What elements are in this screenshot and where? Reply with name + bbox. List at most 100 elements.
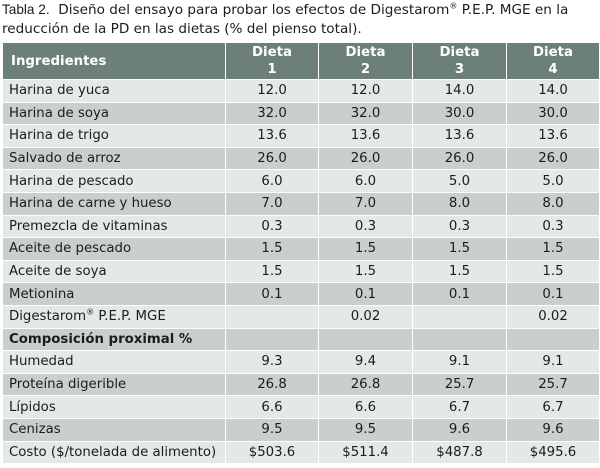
empty-cell [412,327,507,352]
diet-word: Dieta [252,45,292,60]
empty-cell [318,327,413,352]
cell-value: 6.0 [318,169,413,193]
cell-value: 0.1 [318,282,413,306]
row-label: Digestarom® P.E.P. MGE [2,304,226,329]
cell-value: 26.8 [318,372,413,397]
row-label: Harina de yuca [2,79,226,103]
cell-value: 8.0 [412,191,507,216]
cell-value: 30.0 [506,101,600,126]
table-row: Digestarom® P.E.P. MGE 0.02 0.02 [2,304,600,329]
table-row: Proteína digerible 26.8 26.8 25.7 25.7 [2,372,600,397]
cell-value: 26.8 [225,372,319,397]
row-label: Lípidos [2,395,226,419]
cell-value: 1.5 [225,237,319,261]
table-row: Aceite de soya 1.5 1.5 1.5 1.5 [2,259,600,284]
header-diet-4: Dieta 4 [506,42,600,80]
row-label: Costo ($/tonelada de alimento) [2,440,226,465]
cell-value: 9.5 [225,417,319,442]
cell-value: 26.0 [225,146,319,171]
cell-value: 6.6 [318,395,413,419]
cell-value: 0.3 [412,214,507,239]
row-label: Harina de trigo [2,124,226,148]
row-label: Aceite de pescado [2,237,226,261]
caption-text: Diseño del ensayo para probar los efecto… [2,1,569,37]
section-title: Composición proximal % [2,327,226,352]
header-diet-2: Dieta 2 [318,42,413,80]
table-row: Harina de soya 32.0 32.0 30.0 30.0 [2,101,600,126]
diet-number: 3 [454,62,465,77]
cell-value: $511.4 [318,440,413,465]
cell-value: 25.7 [412,372,507,397]
cell-value: 7.0 [318,191,413,216]
row-label: Salvado de arroz [2,146,226,171]
cell-value: $495.6 [506,440,600,465]
cell-value: 6.6 [225,395,319,419]
cell-value: 9.5 [318,417,413,442]
cell-value: 14.0 [412,79,507,103]
cell-value: 13.6 [412,124,507,148]
table-row: Metionina 0.1 0.1 0.1 0.1 [2,282,600,306]
table-row: Cenizas 9.5 9.5 9.6 9.6 [2,417,600,442]
table-row: Harina de pescado 6.0 6.0 5.0 5.0 [2,169,600,193]
cell-value: 6.7 [412,395,507,419]
cell-value: 6.7 [506,395,600,419]
cell-value: 13.6 [506,124,600,148]
row-label: Cenizas [2,417,226,442]
cell-value [412,304,507,329]
row-label: Harina de pescado [2,169,226,193]
cell-value: $503.6 [225,440,319,465]
cell-value: 0.02 [318,304,413,329]
diet-word: Dieta [533,45,573,60]
cell-value: 13.6 [225,124,319,148]
cell-value: 9.4 [318,350,413,374]
cell-value: 1.5 [412,237,507,261]
cell-value: 30.0 [412,101,507,126]
table-row: Salvado de arroz 26.0 26.0 26.0 26.0 [2,146,600,171]
table-caption: Tabla 2. Diseño del ensayo para probar l… [2,0,598,39]
table-row: Premezcla de vitaminas 0.3 0.3 0.3 0.3 [2,214,600,239]
cell-value: 0.1 [412,282,507,306]
cell-value: 5.0 [506,169,600,193]
cell-value: 26.0 [412,146,507,171]
row-label: Proteína digerible [2,372,226,397]
cell-value: 0.3 [225,214,319,239]
diet-number: 1 [267,62,277,77]
diet-number: 2 [360,62,371,77]
cell-value [225,304,319,329]
cell-value: 9.3 [225,350,319,374]
cell-value: 32.0 [318,101,413,126]
cell-value: 5.0 [412,169,507,193]
cell-value: 1.5 [318,237,413,261]
cell-value: 9.6 [506,417,600,442]
cell-value: 0.1 [506,282,600,306]
row-label: Harina de soya [2,101,226,126]
cell-value: 12.0 [318,79,413,103]
cell-value: 26.0 [318,146,413,171]
row-label: Harina de carne y hueso [2,191,226,216]
cell-value: 0.3 [506,214,600,239]
cell-value: 12.0 [225,79,319,103]
header-ingredients: Ingredientes [2,42,226,80]
table-row: Harina de yuca 12.0 12.0 14.0 14.0 [2,79,600,103]
row-label: Aceite de soya [2,259,226,284]
cell-value: 9.1 [412,350,507,374]
cell-value: 9.6 [412,417,507,442]
cell-value: 1.5 [506,237,600,261]
cell-value: 0.02 [506,304,600,329]
header-diet-3: Dieta 3 [412,42,507,80]
cell-value: 1.5 [225,259,319,284]
diet-word: Dieta [439,45,480,60]
table-row: Lípidos 6.6 6.6 6.7 6.7 [2,395,600,419]
header-diet-1: Dieta 1 [225,42,319,80]
table-row: Harina de trigo 13.6 13.6 13.6 13.6 [2,124,600,148]
empty-cell [506,327,600,352]
cell-value: 0.3 [318,214,413,239]
cell-value: 9.1 [506,350,600,374]
diet-word: Dieta [345,45,386,60]
cell-value: 1.5 [412,259,507,284]
section-row: Composición proximal % [2,327,600,352]
cell-value: 8.0 [506,191,600,216]
cell-value: 1.5 [506,259,600,284]
row-label: Metionina [2,282,226,306]
table-row: Aceite de pescado 1.5 1.5 1.5 1.5 [2,237,600,261]
